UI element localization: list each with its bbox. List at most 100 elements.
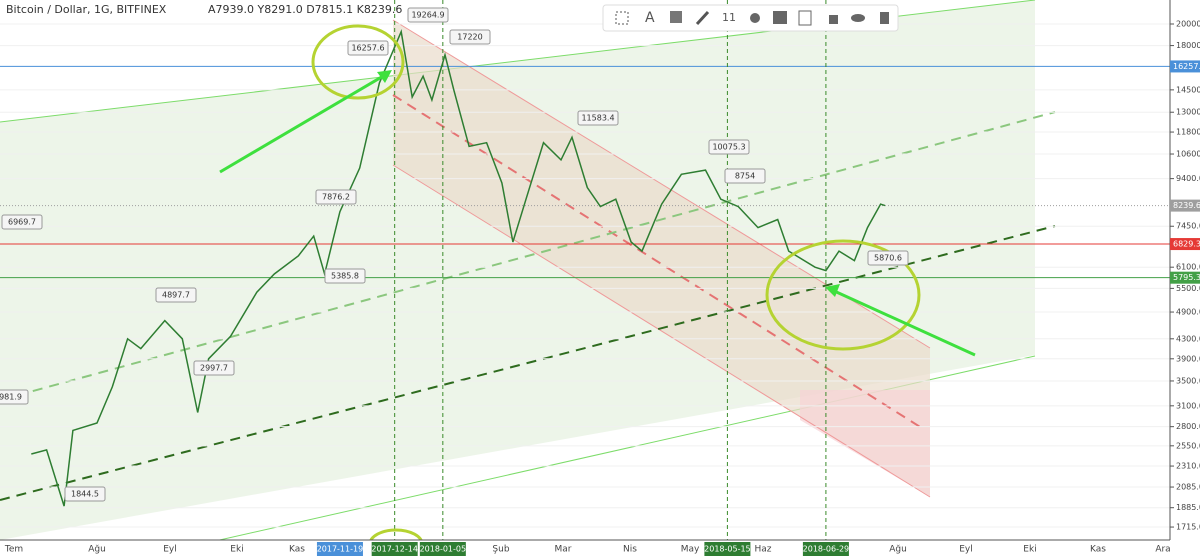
callout-label: 1844.5 bbox=[71, 490, 99, 499]
price-tag-label: 6829.3 bbox=[1173, 240, 1200, 249]
y-tick-label: 3500.0 bbox=[1176, 376, 1200, 385]
date-tag-label: 2017-12-14 bbox=[371, 545, 418, 554]
callouts: 19264.9 16257.6 17220 11583.4 10075.3 8754 787… bbox=[0, 7, 909, 502]
date-tag bbox=[802, 542, 849, 556]
icon[interactable] bbox=[750, 13, 760, 23]
arrow-head bbox=[825, 284, 840, 297]
target-zone bbox=[800, 390, 930, 497]
callout-box bbox=[407, 7, 449, 23]
callout-label: 6969.7 bbox=[8, 218, 36, 227]
price-tag-label: 8239.6 bbox=[1173, 201, 1200, 210]
symbol: Bitcoin / Dollar, 1G, BITFINEX bbox=[6, 3, 167, 16]
y-tick-label: 1885.0 bbox=[1176, 503, 1200, 512]
down-channel bbox=[393, 20, 930, 497]
y-tick-label: 5500.0 bbox=[1176, 284, 1200, 293]
font-size[interactable]: 11 bbox=[722, 11, 736, 24]
icon[interactable] bbox=[851, 14, 865, 22]
callout-box bbox=[155, 287, 197, 303]
callout-box bbox=[347, 40, 389, 56]
price-tag bbox=[1170, 238, 1200, 251]
date-tag-label: 2018-06-29 bbox=[803, 545, 850, 554]
x-tick-label: Haz bbox=[754, 545, 771, 555]
axes: 20000.0 18000.0 14500.0 13000.0 11800.0 10600… bbox=[4, 20, 1200, 556]
y-tick-label: 4300.0 bbox=[1176, 334, 1200, 343]
y-tick-label: 3100.0 bbox=[1176, 401, 1200, 410]
price-tag bbox=[1170, 271, 1200, 284]
callout-box bbox=[577, 110, 619, 126]
x-tick-label: Eki bbox=[1023, 545, 1036, 555]
callout-box bbox=[1, 214, 43, 230]
callout-label: 10075.3 bbox=[712, 143, 745, 152]
price-tag bbox=[1170, 199, 1200, 212]
callout-label: 1981.9 bbox=[0, 393, 22, 402]
y-tick-label: 7450.0 bbox=[1176, 222, 1200, 231]
date-tag-label: 2017-11-19 bbox=[317, 545, 364, 554]
callout-label: 2997.7 bbox=[200, 364, 228, 373]
y-tick-label: 1715.0 bbox=[1176, 523, 1200, 532]
x-tick-label: Ara bbox=[1155, 545, 1170, 555]
y-tick-label: 14500.0 bbox=[1176, 85, 1200, 94]
mid-line bbox=[392, 94, 926, 431]
callout-label: 5385.8 bbox=[331, 272, 359, 281]
date-tag bbox=[704, 542, 751, 556]
date-tag-label: 2018-05-15 bbox=[704, 545, 751, 554]
arrow-head bbox=[377, 70, 392, 83]
callout-box bbox=[324, 268, 366, 284]
y-tick-label: 2085.0 bbox=[1176, 483, 1200, 492]
icon[interactable] bbox=[773, 11, 787, 24]
y-tick-label: 3900.0 bbox=[1176, 354, 1200, 363]
y-tick-label: 20000.0 bbox=[1176, 20, 1200, 29]
highlight bbox=[765, 239, 921, 351]
callout-label: 5870.6 bbox=[874, 254, 902, 263]
highlight bbox=[311, 24, 405, 100]
grid bbox=[0, 0, 1170, 540]
callout-box bbox=[449, 29, 491, 45]
date-tag bbox=[371, 542, 418, 556]
icon[interactable] bbox=[615, 11, 629, 25]
toolbar: A 11 bbox=[602, 4, 899, 32]
price-tag-label: 16257.6 bbox=[1173, 62, 1200, 71]
x-tick-label: Tem bbox=[4, 545, 23, 555]
ohlc: A7939.0 Y8291.0 D7815.1 K8239.6 bbox=[208, 3, 402, 16]
arrow bbox=[219, 73, 386, 174]
icon[interactable] bbox=[829, 15, 838, 24]
icon[interactable] bbox=[880, 12, 889, 24]
x-tick-label: Kas bbox=[289, 545, 305, 555]
x-tick-label: Mar bbox=[555, 545, 572, 555]
callout-box bbox=[708, 139, 750, 155]
y-tick-label: 11800.0 bbox=[1176, 128, 1200, 137]
icon[interactable] bbox=[798, 10, 812, 26]
icon[interactable] bbox=[670, 11, 682, 23]
callout-label: 8754 bbox=[735, 172, 755, 181]
y-tick-label: 13000.0 bbox=[1176, 108, 1200, 117]
callout-box bbox=[0, 389, 29, 405]
x-tick-label: Kas bbox=[1090, 545, 1106, 555]
icon[interactable] bbox=[695, 10, 710, 26]
y-tick-label: 2550.0 bbox=[1176, 441, 1200, 450]
date-tag-label: 2018-01-05 bbox=[420, 545, 467, 554]
y-tick-label: 6100.0 bbox=[1176, 263, 1200, 272]
price-tag-label: 5795.3 bbox=[1173, 273, 1200, 282]
channel-line bbox=[392, 164, 931, 498]
channel-fill bbox=[0, 0, 1035, 540]
x-tick-label: Eki bbox=[230, 545, 243, 555]
y-tick-label: 2800.0 bbox=[1176, 422, 1200, 431]
price-line bbox=[31, 29, 886, 507]
x-tick-label: Şub bbox=[492, 545, 509, 555]
y-tick-label: 4900.0 bbox=[1176, 308, 1200, 317]
callout-label: 11583.4 bbox=[581, 114, 614, 123]
y-tick-label: 18000.0 bbox=[1176, 41, 1200, 50]
price-tag bbox=[1170, 60, 1200, 73]
date-tag bbox=[419, 542, 466, 556]
x-tick-label: May bbox=[681, 545, 700, 555]
x-tick-label: Ağu bbox=[889, 545, 907, 555]
icon[interactable]: A bbox=[645, 10, 655, 26]
callout-label: 17220 bbox=[457, 33, 482, 42]
callout-box bbox=[315, 189, 357, 205]
callout-box bbox=[867, 250, 909, 266]
trend-line bbox=[0, 225, 1056, 501]
y-tick-label: 2310.0 bbox=[1176, 462, 1200, 471]
callout-label: 16257.6 bbox=[351, 44, 384, 53]
